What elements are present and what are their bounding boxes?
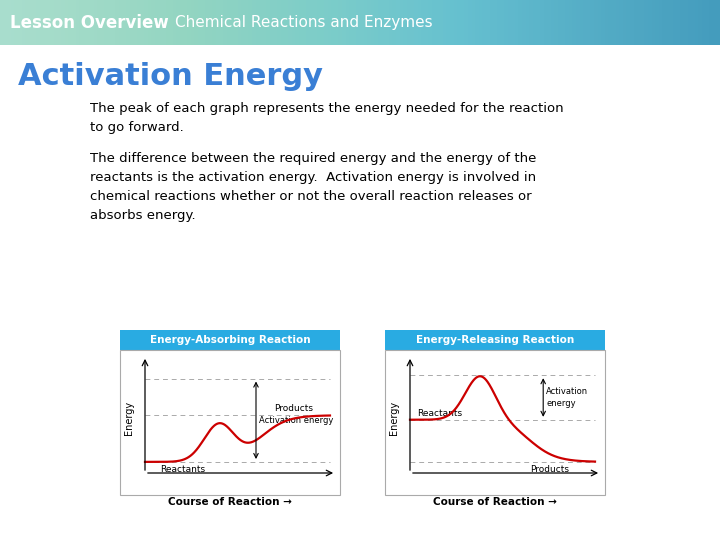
Text: Products: Products (274, 404, 313, 413)
Bar (385, 350, 605, 495)
Bar (385, 330, 605, 350)
Text: Activation energy: Activation energy (259, 416, 333, 425)
Text: Course of Reaction →: Course of Reaction → (433, 497, 557, 507)
Text: Energy: Energy (124, 401, 134, 435)
Text: Energy-Absorbing Reaction: Energy-Absorbing Reaction (150, 335, 310, 345)
Text: Course of Reaction →: Course of Reaction → (168, 497, 292, 507)
Text: Energy: Energy (389, 401, 399, 435)
Text: Chemical Reactions and Enzymes: Chemical Reactions and Enzymes (175, 16, 433, 30)
Bar (120, 330, 340, 350)
Text: Activation Energy: Activation Energy (18, 62, 323, 91)
Text: Products: Products (530, 465, 570, 474)
Text: The difference between the required energy and the energy of the
reactants is th: The difference between the required ener… (90, 152, 536, 222)
Bar (120, 350, 340, 495)
Text: Lesson Overview: Lesson Overview (10, 14, 168, 32)
Text: The peak of each graph represents the energy needed for the reaction
to go forwa: The peak of each graph represents the en… (90, 102, 564, 134)
Text: Reactants: Reactants (418, 409, 462, 418)
Text: Activation
energy: Activation energy (546, 388, 588, 408)
Text: Reactants: Reactants (160, 465, 205, 474)
Text: Energy-Releasing Reaction: Energy-Releasing Reaction (416, 335, 574, 345)
